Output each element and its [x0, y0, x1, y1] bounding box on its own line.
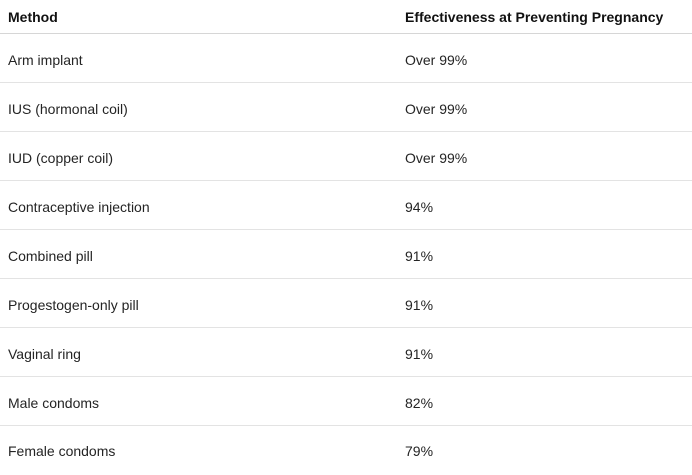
method-cell: Vaginal ring: [8, 346, 81, 362]
method-cell: Combined pill: [8, 248, 93, 264]
table-row: Arm implant Over 99%: [0, 34, 692, 83]
column-header-effectiveness: Effectiveness at Preventing Pregnancy: [405, 9, 664, 25]
method-cell: Female condoms: [8, 443, 116, 459]
method-cell: IUS (hormonal coil): [8, 101, 128, 117]
table-row: Contraceptive injection 94%: [0, 181, 692, 230]
method-cell: IUD (copper coil): [8, 150, 114, 166]
table-header-row: Method Effectiveness at Preventing Pregn…: [0, 0, 692, 34]
effectiveness-cell: 79%: [405, 443, 434, 459]
method-cell: Progestogen-only pill: [8, 297, 139, 313]
column-header-method: Method: [8, 9, 58, 25]
table-row: Progestogen-only pill 91%: [0, 279, 692, 328]
effectiveness-cell: 91%: [405, 346, 434, 362]
effectiveness-cell: Over 99%: [405, 150, 468, 166]
effectiveness-cell: 94%: [405, 199, 434, 215]
table-row: IUD (copper coil) Over 99%: [0, 132, 692, 181]
effectiveness-cell: Over 99%: [405, 52, 468, 68]
effectiveness-cell: 91%: [405, 297, 434, 313]
method-cell: Arm implant: [8, 52, 83, 68]
method-cell: Male condoms: [8, 395, 100, 411]
table-row: Combined pill 91%: [0, 230, 692, 279]
table-row: Female condoms 79%: [0, 426, 692, 475]
method-cell: Contraceptive injection: [8, 199, 150, 215]
effectiveness-cell: 91%: [405, 248, 434, 264]
table-row: Vaginal ring 91%: [0, 328, 692, 377]
table-row: Male condoms 82%: [0, 377, 692, 426]
table-row: IUS (hormonal coil) Over 99%: [0, 83, 692, 132]
effectiveness-cell: Over 99%: [405, 101, 468, 117]
effectiveness-cell: 82%: [405, 395, 434, 411]
